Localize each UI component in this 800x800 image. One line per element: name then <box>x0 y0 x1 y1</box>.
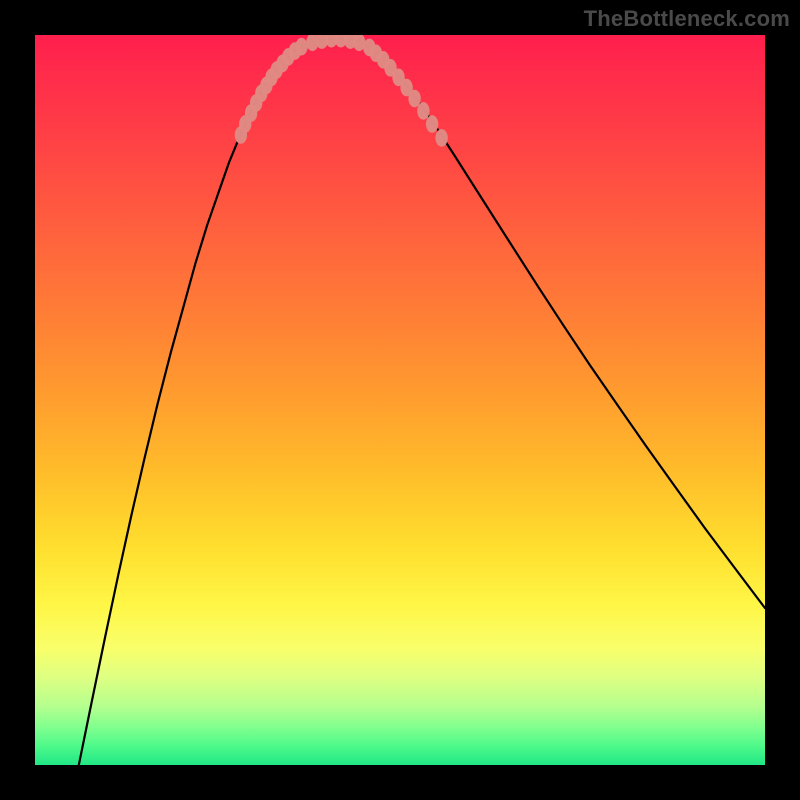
gradient-background <box>35 35 765 765</box>
plot-area <box>35 35 765 765</box>
watermark-text: TheBottleneck.com <box>584 6 790 32</box>
